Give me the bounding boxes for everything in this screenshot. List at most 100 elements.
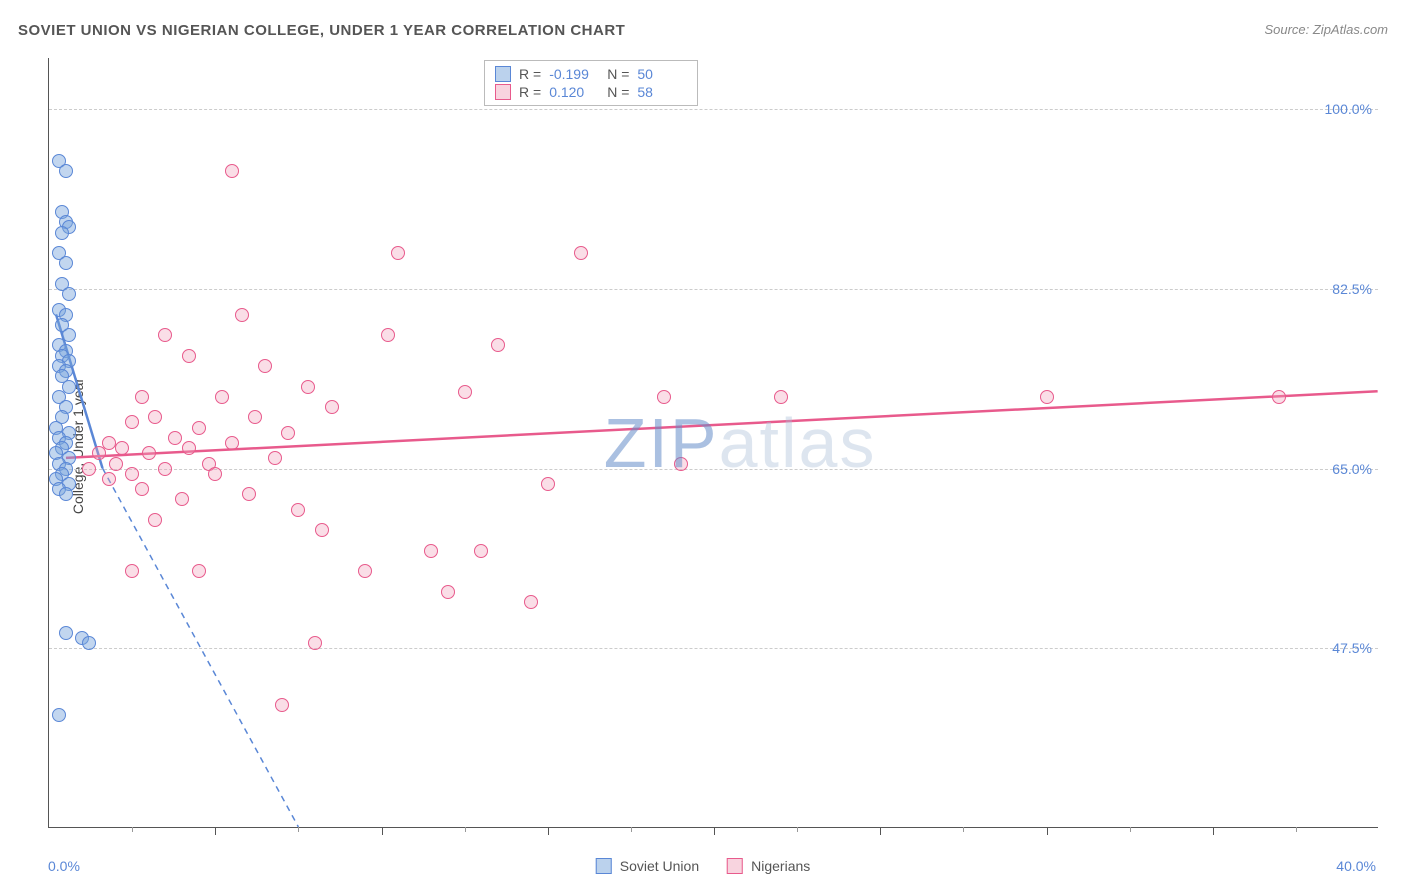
xtick-minor [132,827,133,832]
xtick-major [548,827,549,835]
legend-label: Nigerians [751,858,810,874]
data-point-nigerians [192,421,206,435]
swatch-icon [727,858,743,874]
xtick-minor [631,827,632,832]
data-point-nigerians [474,544,488,558]
r-soviet: -0.199 [549,66,599,82]
data-point-nigerians [109,457,123,471]
data-point-nigerians [102,472,116,486]
data-point-soviet [82,636,96,650]
data-point-nigerians [491,338,505,352]
xtick-minor [298,827,299,832]
xtick-minor [465,827,466,832]
x-min-label: 0.0% [48,858,80,874]
legend-item-soviet: Soviet Union [596,858,699,874]
swatch-soviet [495,66,511,82]
xtick-minor [797,827,798,832]
data-point-nigerians [208,467,222,481]
correlation-legend: R = -0.199 N = 50 R = 0.120 N = 58 [484,60,698,106]
data-point-nigerians [125,467,139,481]
data-point-nigerians [168,431,182,445]
swatch-icon [596,858,612,874]
data-point-nigerians [524,595,538,609]
data-point-nigerians [248,410,262,424]
data-point-nigerians [281,426,295,440]
data-point-nigerians [125,564,139,578]
n-soviet: 50 [637,66,687,82]
data-point-nigerians [182,441,196,455]
gridline [49,469,1378,470]
xtick-major [382,827,383,835]
legend-row-nigerians: R = 0.120 N = 58 [495,83,687,101]
data-point-nigerians [115,441,129,455]
data-point-nigerians [458,385,472,399]
data-point-nigerians [358,564,372,578]
xtick-major [1047,827,1048,835]
data-point-nigerians [424,544,438,558]
data-point-nigerians [192,564,206,578]
data-point-nigerians [268,451,282,465]
data-point-nigerians [82,462,96,476]
r-nigerians: 0.120 [549,84,599,100]
data-point-nigerians [291,503,305,517]
data-point-nigerians [1272,390,1286,404]
data-point-nigerians [258,359,272,373]
data-point-soviet [62,287,76,301]
data-point-nigerians [148,410,162,424]
data-point-nigerians [391,246,405,260]
data-point-nigerians [92,446,106,460]
data-point-soviet [59,487,73,501]
xtick-major [880,827,881,835]
data-point-soviet [59,164,73,178]
trend-lines-svg [49,58,1378,827]
data-point-nigerians [674,457,688,471]
data-point-nigerians [148,513,162,527]
data-point-nigerians [142,446,156,460]
data-point-nigerians [574,246,588,260]
data-point-nigerians [301,380,315,394]
data-point-nigerians [135,390,149,404]
data-point-soviet [52,708,66,722]
data-point-nigerians [225,436,239,450]
data-point-nigerians [381,328,395,342]
source-label: Source: ZipAtlas.com [1264,22,1388,37]
legend-item-nigerians: Nigerians [727,858,810,874]
data-point-nigerians [657,390,671,404]
data-point-nigerians [135,482,149,496]
watermark-zip: ZIP [604,404,719,482]
data-point-soviet [59,256,73,270]
data-point-nigerians [242,487,256,501]
data-point-soviet [59,626,73,640]
legend-label: Soviet Union [620,858,699,874]
data-point-nigerians [315,523,329,537]
data-point-nigerians [774,390,788,404]
legend-row-soviet: R = -0.199 N = 50 [495,65,687,83]
xtick-minor [963,827,964,832]
xtick-major [215,827,216,835]
data-point-soviet [55,226,69,240]
data-point-nigerians [158,462,172,476]
data-point-nigerians [175,492,189,506]
xtick-minor [1130,827,1131,832]
x-max-label: 40.0% [1336,858,1376,874]
swatch-nigerians [495,84,511,100]
gridline [49,109,1378,110]
data-point-nigerians [225,164,239,178]
data-point-nigerians [158,328,172,342]
data-point-nigerians [325,400,339,414]
data-point-nigerians [182,349,196,363]
trendline [66,391,1378,458]
data-point-nigerians [1040,390,1054,404]
data-point-nigerians [125,415,139,429]
data-point-nigerians [215,390,229,404]
xtick-major [714,827,715,835]
data-point-nigerians [308,636,322,650]
series-legend: Soviet Union Nigerians [596,858,811,874]
data-point-nigerians [541,477,555,491]
n-nigerians: 58 [637,84,687,100]
data-point-nigerians [441,585,455,599]
plot-area: ZIPatlas R = -0.199 N = 50 R = 0.120 N =… [48,58,1378,828]
gridline [49,648,1378,649]
xtick-major [1213,827,1214,835]
data-point-nigerians [235,308,249,322]
